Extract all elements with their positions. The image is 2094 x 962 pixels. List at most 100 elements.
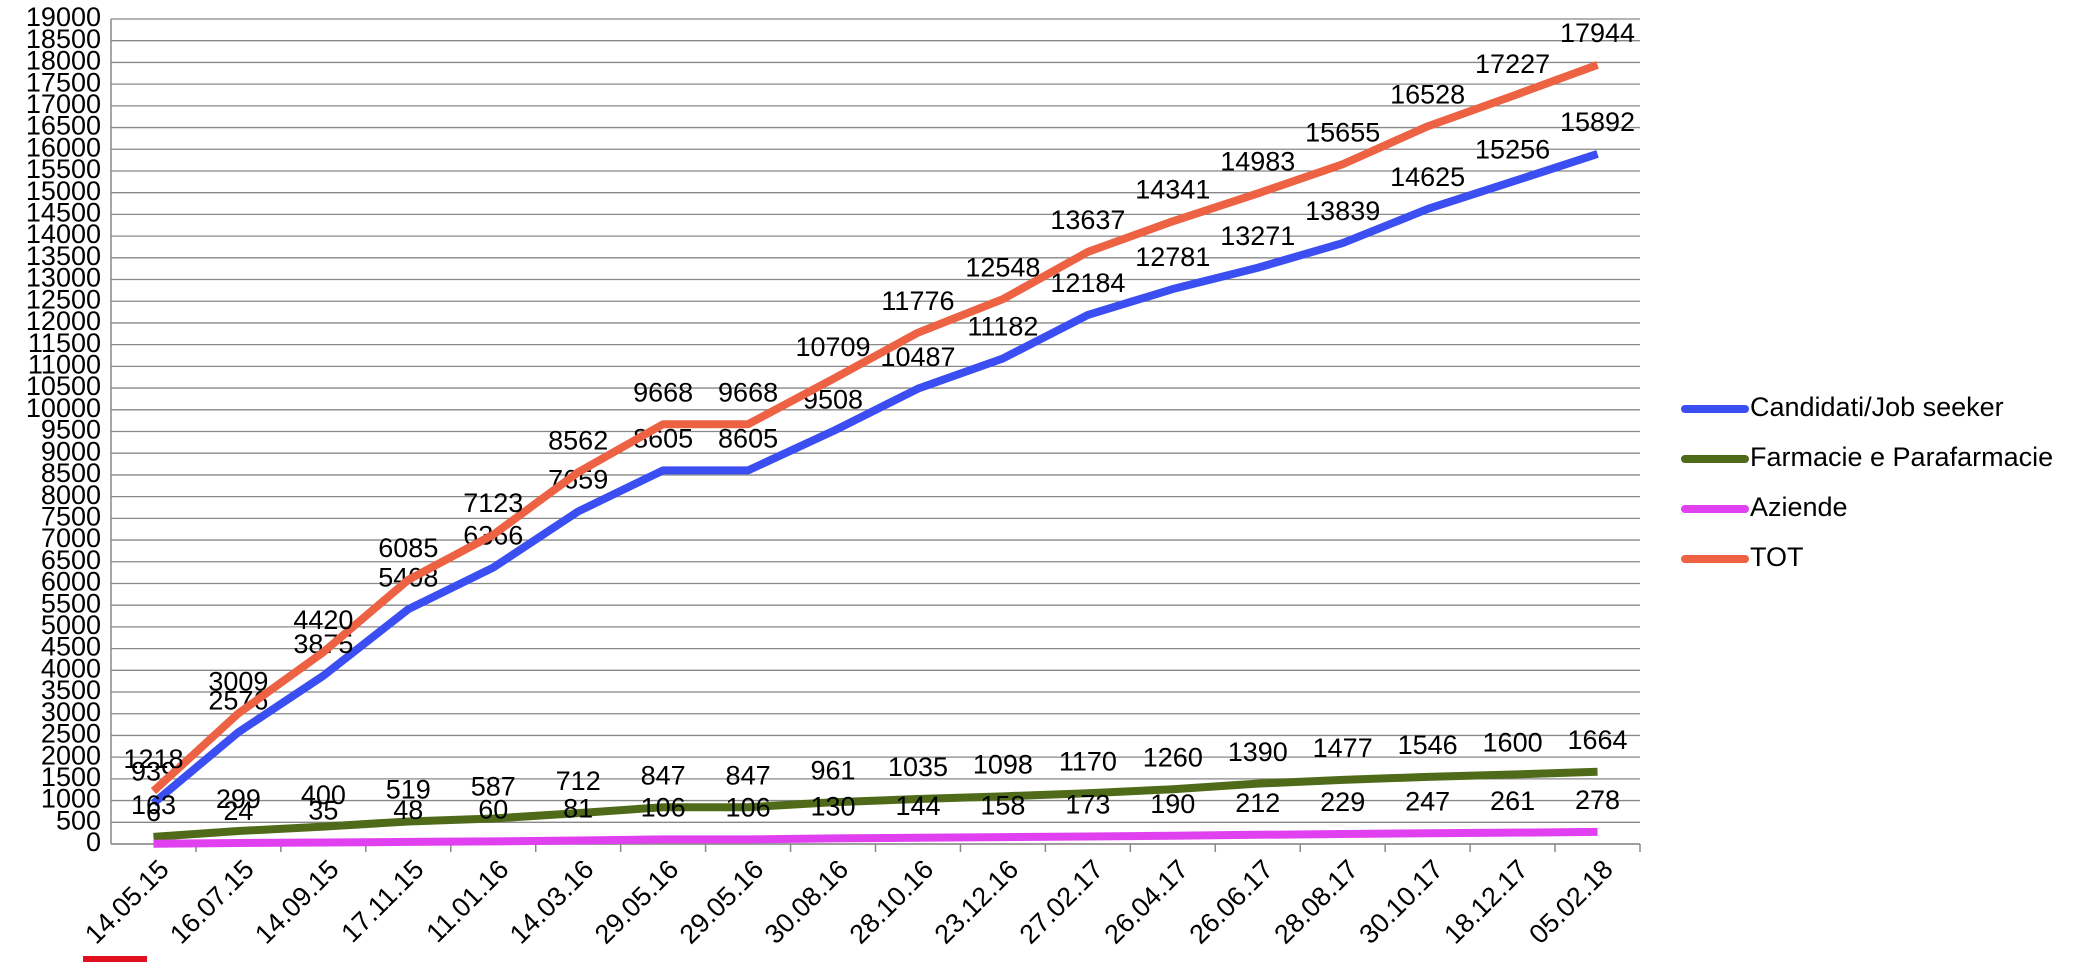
series-line [150, 61, 1599, 795]
y-tick-label: 18500 [26, 24, 101, 54]
data-label: 519 [386, 775, 431, 805]
y-tick-label: 1500 [41, 762, 101, 792]
data-label: 13271 [1220, 221, 1295, 251]
x-tick-label: 23.12.16 [929, 854, 1025, 950]
y-tick-label: 18000 [26, 46, 101, 76]
data-label: 48 [393, 795, 423, 825]
y-tick-label: 4000 [41, 653, 101, 683]
x-tick-label: 29.05.16 [589, 854, 685, 950]
data-label: 587 [471, 772, 516, 802]
legend-label: TOT [1750, 542, 1804, 572]
y-tick-label: 13500 [26, 241, 101, 271]
y-tick-label: 5000 [41, 610, 101, 640]
data-label: 173 [1065, 790, 1110, 820]
data-label: 106 [726, 793, 771, 823]
y-tick-label: 14500 [26, 198, 101, 228]
series-line [153, 767, 1598, 841]
decoration [83, 956, 147, 962]
data-label: 14983 [1220, 147, 1295, 177]
data-label: 106 [641, 793, 686, 823]
data-label: 400 [301, 780, 346, 810]
y-tick-label: 17500 [26, 67, 101, 97]
y-tick-label: 15000 [26, 176, 101, 206]
data-label: 14341 [1135, 174, 1210, 204]
data-label: 35 [308, 796, 338, 826]
y-tick-label: 3000 [41, 697, 101, 727]
y-tick-label: 0 [86, 827, 101, 857]
y-tick-label: 10500 [26, 371, 101, 401]
data-label: 9668 [718, 377, 778, 407]
x-tick-label: 17.11.15 [335, 854, 429, 948]
data-label: 261 [1490, 786, 1535, 816]
x-tick-label: 14.09.15 [249, 854, 345, 950]
data-label: 9668 [633, 377, 693, 407]
x-tick-label: 28.10.16 [844, 854, 940, 950]
y-tick-label: 9000 [41, 436, 101, 466]
data-label: 6085 [378, 533, 438, 563]
data-label: 299 [216, 784, 261, 814]
y-tick-label: 2500 [41, 719, 101, 749]
x-tick-label: 14.05.15 [79, 854, 175, 950]
data-label: 1600 [1483, 728, 1543, 758]
data-label: 15655 [1305, 117, 1380, 147]
data-label: 212 [1235, 788, 1280, 818]
y-tick-label: 500 [56, 805, 101, 835]
y-tick-label: 7000 [41, 523, 101, 553]
y-tick-label: 4500 [41, 632, 101, 662]
y-tick-label: 11000 [28, 349, 101, 379]
data-label: 1390 [1228, 737, 1288, 767]
data-label: 12781 [1135, 242, 1210, 272]
x-tick-label: 11.01.16 [420, 854, 514, 948]
x-tick-label: 26.04.17 [1099, 854, 1195, 950]
data-label: 4420 [293, 605, 353, 635]
data-label: 15892 [1560, 107, 1635, 137]
data-label: 11776 [881, 286, 954, 316]
data-label: 961 [810, 755, 855, 785]
series-line [153, 827, 1598, 848]
data-label: 1098 [973, 749, 1033, 779]
x-tick-label: 26.06.17 [1183, 854, 1279, 950]
data-label: 1664 [1567, 725, 1627, 755]
data-label: 24 [223, 796, 253, 826]
y-tick-label: 6000 [41, 567, 101, 597]
data-label: 17227 [1475, 49, 1550, 79]
data-label: 12548 [965, 252, 1040, 282]
data-label: 8605 [718, 423, 778, 453]
data-label: 1477 [1313, 733, 1373, 763]
y-tick-label: 19000 [26, 2, 101, 32]
data-label: 11182 [967, 312, 1038, 342]
data-label: 1546 [1398, 730, 1458, 760]
x-tick-label: 14.03.16 [504, 854, 600, 950]
legend-label: Farmacie e Parafarmacie [1750, 442, 2053, 472]
y-tick-label: 7500 [41, 501, 101, 531]
x-tick-label: 29.05.16 [674, 854, 770, 950]
y-tick-label: 12000 [26, 306, 101, 336]
x-tick-label: 16.07.15 [164, 854, 260, 950]
y-tick-label: 8000 [41, 480, 101, 510]
y-tick-label: 3500 [41, 675, 101, 705]
data-label: 12184 [1050, 268, 1125, 298]
x-tick-label: 30.08.16 [759, 854, 855, 950]
data-label: 847 [641, 760, 686, 790]
data-label: 17944 [1560, 18, 1635, 48]
data-label: 158 [980, 790, 1025, 820]
data-label: 144 [895, 791, 940, 821]
y-tick-label: 11500 [28, 328, 101, 358]
data-label: 130 [810, 791, 855, 821]
y-tick-label: 1000 [41, 784, 101, 814]
y-tick-label: 12500 [26, 284, 101, 314]
data-label: 81 [563, 794, 593, 824]
series-line [150, 150, 1599, 807]
data-label: 1260 [1143, 742, 1203, 772]
y-tick-label: 5500 [41, 588, 101, 618]
data-label: 6 [146, 797, 161, 827]
data-label: 10709 [795, 332, 870, 362]
data-label: 16528 [1390, 79, 1465, 109]
y-tick-label: 16000 [26, 132, 101, 162]
y-tick-label: 17000 [26, 89, 101, 119]
data-label: 163 [131, 790, 176, 820]
data-label: 847 [726, 760, 771, 790]
data-label: 278 [1575, 785, 1620, 815]
data-label: 14625 [1390, 162, 1465, 192]
